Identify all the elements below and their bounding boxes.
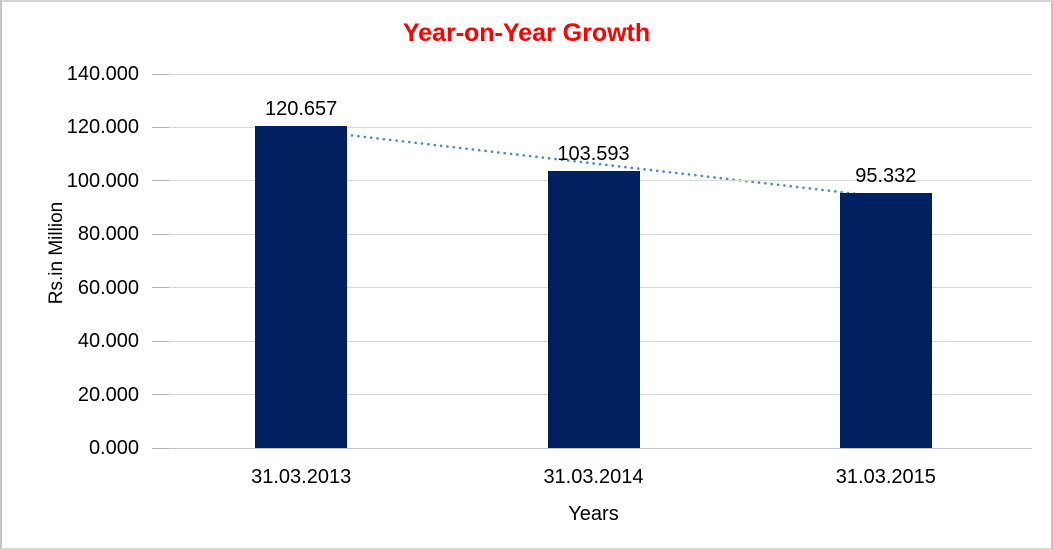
bar-31.03.2014 — [547, 171, 640, 448]
y-tick-label: 100.000 — [66, 169, 139, 192]
data-label-31.03.2014: 103.593 — [557, 143, 630, 166]
x-tick-label-31.03.2014: 31.03.2014 — [543, 466, 644, 488]
chart-title: Year-on-Year Growth — [402, 19, 651, 47]
data-label-31.03.2013: 120.657 — [265, 97, 338, 120]
y-tick-mark-40 — [152, 340, 169, 342]
y-tick-mark-140 — [152, 73, 169, 75]
plot-area — [152, 73, 1032, 449]
y-tick-label: 80.000 — [77, 223, 139, 246]
data-label-31.03.2015: 95.332 — [855, 165, 917, 188]
y-tick-label: 140.000 — [66, 63, 139, 85]
bar-31.03.2013 — [255, 125, 348, 448]
x-tick-label-31.03.2013: 31.03.2013 — [251, 466, 352, 488]
y-tick-label: 120.000 — [66, 116, 139, 139]
bar-31.03.2015 — [839, 193, 932, 448]
y-tick-mark-0 — [152, 447, 169, 449]
y-tick-label: 0.000 — [88, 437, 139, 459]
x-tick-label-31.03.2015: 31.03.2015 — [835, 466, 936, 488]
gridline-140 — [155, 73, 1032, 75]
y-tick-label: 20.000 — [77, 383, 139, 406]
y-tick-label: 40.000 — [77, 330, 139, 353]
y-tick-mark-80 — [152, 233, 169, 235]
y-tick-mark-20 — [152, 394, 169, 396]
gridline-0 — [155, 447, 1032, 449]
y-tick-label: 60.000 — [77, 276, 139, 299]
y-tick-mark-60 — [152, 287, 169, 289]
x-axis-title: Years — [568, 503, 619, 525]
y-tick-mark-120 — [152, 126, 169, 128]
y-tick-mark-100 — [152, 180, 169, 182]
gridline-120 — [155, 126, 1032, 128]
